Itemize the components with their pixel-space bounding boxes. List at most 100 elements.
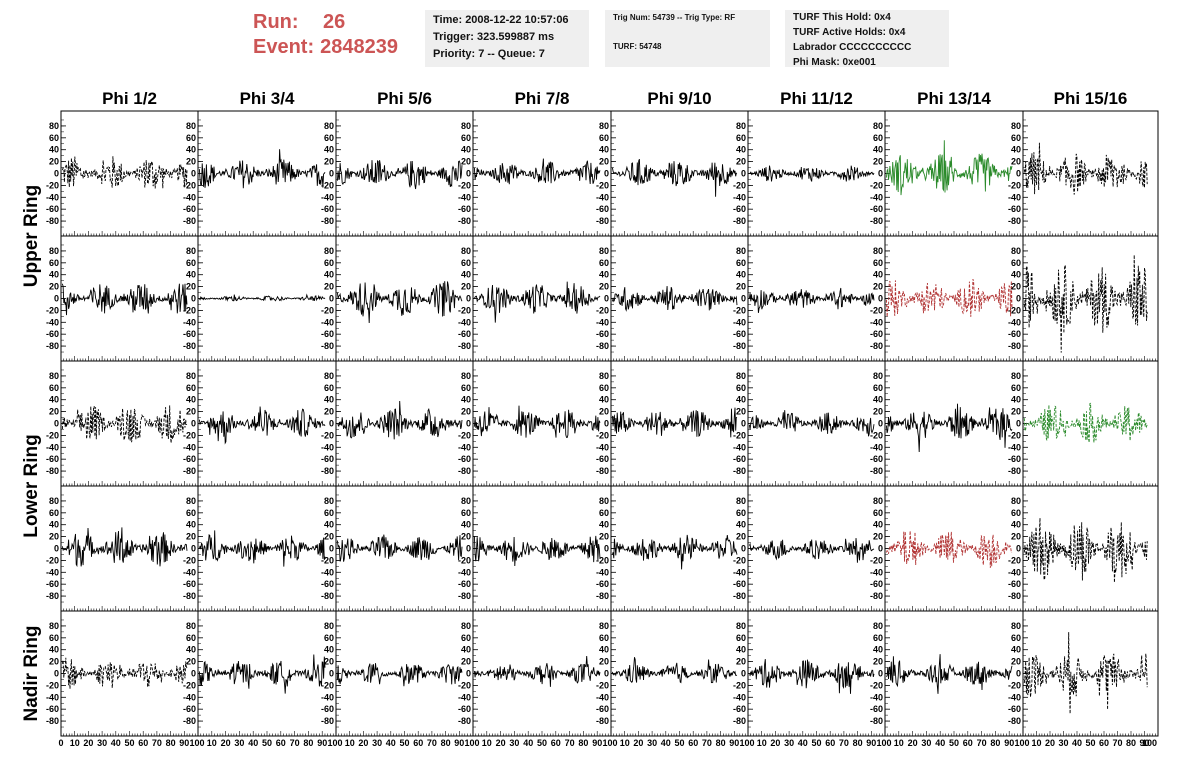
y-tick-label: -20 — [321, 305, 334, 315]
y-tick-label: 0 — [329, 169, 334, 179]
x-tick-label: 70 — [977, 738, 987, 748]
x-tick-label: 90 — [1139, 738, 1149, 748]
y-tick-label: -60 — [321, 454, 334, 464]
y-tick-label: 60 — [1011, 633, 1021, 643]
x-tick-label: 20 — [908, 738, 918, 748]
y-tick-label: -40 — [183, 192, 196, 202]
y-tick-label: -20 — [1008, 555, 1021, 565]
y-tick-label: 20 — [873, 657, 883, 667]
y-tick-label: 20 — [599, 282, 609, 292]
phi-label-5: Phi 9/10 — [647, 89, 711, 108]
y-tick-label: 0 — [604, 169, 609, 179]
y-tick-label: -20 — [321, 555, 334, 565]
y-tick-label: -20 — [733, 555, 746, 565]
waveform-trace — [748, 287, 875, 313]
y-tick-label: 0 — [466, 169, 471, 179]
y-tick-label: 20 — [186, 657, 196, 667]
y-tick-label: 0 — [191, 169, 196, 179]
y-tick-label: -40 — [46, 192, 59, 202]
panel-frame — [335, 485, 474, 612]
y-tick-label: -40 — [596, 192, 609, 202]
y-tick-label: -20 — [46, 430, 59, 440]
x-tick-label: 20 — [83, 738, 93, 748]
y-tick-label: -20 — [870, 555, 883, 565]
y-tick-label: -80 — [183, 591, 196, 601]
y-tick-label: -60 — [46, 579, 59, 589]
waveform-trace — [748, 538, 875, 563]
y-tick-label: -20 — [596, 180, 609, 190]
y-tick-label: 80 — [324, 121, 334, 131]
y-tick-label: 40 — [186, 645, 196, 655]
waveform-trace — [749, 165, 875, 182]
y-tick-label: 20 — [599, 657, 609, 667]
y-tick-label: 20 — [736, 407, 746, 417]
y-tick-label: -20 — [183, 305, 196, 315]
y-tick-label: 60 — [1011, 383, 1021, 393]
x-tick-label: 60 — [551, 738, 561, 748]
y-tick-label: 40 — [49, 145, 59, 155]
y-tick-label: 20 — [324, 657, 334, 667]
x-tick-label: 70 — [152, 738, 162, 748]
x-tick-label: 90 — [1004, 738, 1014, 748]
y-tick-label: -40 — [321, 192, 334, 202]
phi-label-8: Phi 15/16 — [1054, 89, 1128, 108]
y-tick-label: 0 — [329, 544, 334, 554]
y-tick-label: 80 — [461, 621, 471, 631]
waveform-trace — [61, 283, 188, 316]
y-tick-label: 20 — [736, 157, 746, 167]
y-tick-label: 60 — [186, 133, 196, 143]
x-tick-label: 30 — [509, 738, 519, 748]
y-tick-label: -60 — [870, 204, 883, 214]
x-tick-label: 50 — [262, 738, 272, 748]
waveform-trace — [473, 405, 601, 439]
y-tick-label: 0 — [741, 294, 746, 304]
y-tick-label: -40 — [1008, 317, 1021, 327]
event-value: 2848239 — [320, 36, 398, 58]
y-tick-label: 40 — [461, 270, 471, 280]
y-tick-label: 80 — [461, 246, 471, 256]
y-tick-label: -80 — [183, 341, 196, 351]
y-tick-label: -40 — [321, 692, 334, 702]
y-tick-label: -40 — [596, 692, 609, 702]
y-tick-label: 40 — [1011, 645, 1021, 655]
y-tick-label: -80 — [1008, 591, 1021, 601]
x-tick-label: 30 — [921, 738, 931, 748]
y-tick-label: 40 — [1011, 270, 1021, 280]
y-tick-label: 40 — [324, 645, 334, 655]
y-tick-label: -20 — [458, 430, 471, 440]
y-tick-label: -60 — [46, 204, 59, 214]
x-tick-label: 50 — [1085, 738, 1095, 748]
y-tick-label: -60 — [870, 454, 883, 464]
y-tick-label: -80 — [1008, 466, 1021, 476]
waveform-trace — [1023, 517, 1148, 583]
y-tick-label: 60 — [1011, 258, 1021, 268]
y-tick-label: 80 — [186, 496, 196, 506]
x-tick-label: 60 — [276, 738, 286, 748]
y-tick-label: 0 — [878, 669, 883, 679]
x-tick-label: 60 — [688, 738, 698, 748]
y-tick-label: -80 — [733, 716, 746, 726]
time-info-box: Time: 2008-12-22 10:57:06 Trigger: 323.5… — [425, 10, 589, 67]
y-tick-label: 40 — [186, 520, 196, 530]
panel-frame — [610, 610, 749, 737]
y-tick-label: -60 — [1008, 579, 1021, 589]
x-tick-label: 40 — [1072, 738, 1082, 748]
run-label: Run: — [253, 11, 299, 33]
y-tick-label: -80 — [733, 341, 746, 351]
y-tick-label: 20 — [49, 407, 59, 417]
y-tick-label: 0 — [1016, 544, 1021, 554]
x-tick-label: 90 — [317, 738, 327, 748]
y-tick-label: -20 — [870, 680, 883, 690]
y-tick-label: 20 — [1011, 407, 1021, 417]
phi-label-4: Phi 7/8 — [515, 89, 570, 108]
y-tick-label: 40 — [736, 520, 746, 530]
y-tick-label: -60 — [733, 579, 746, 589]
y-tick-label: -20 — [870, 305, 883, 315]
